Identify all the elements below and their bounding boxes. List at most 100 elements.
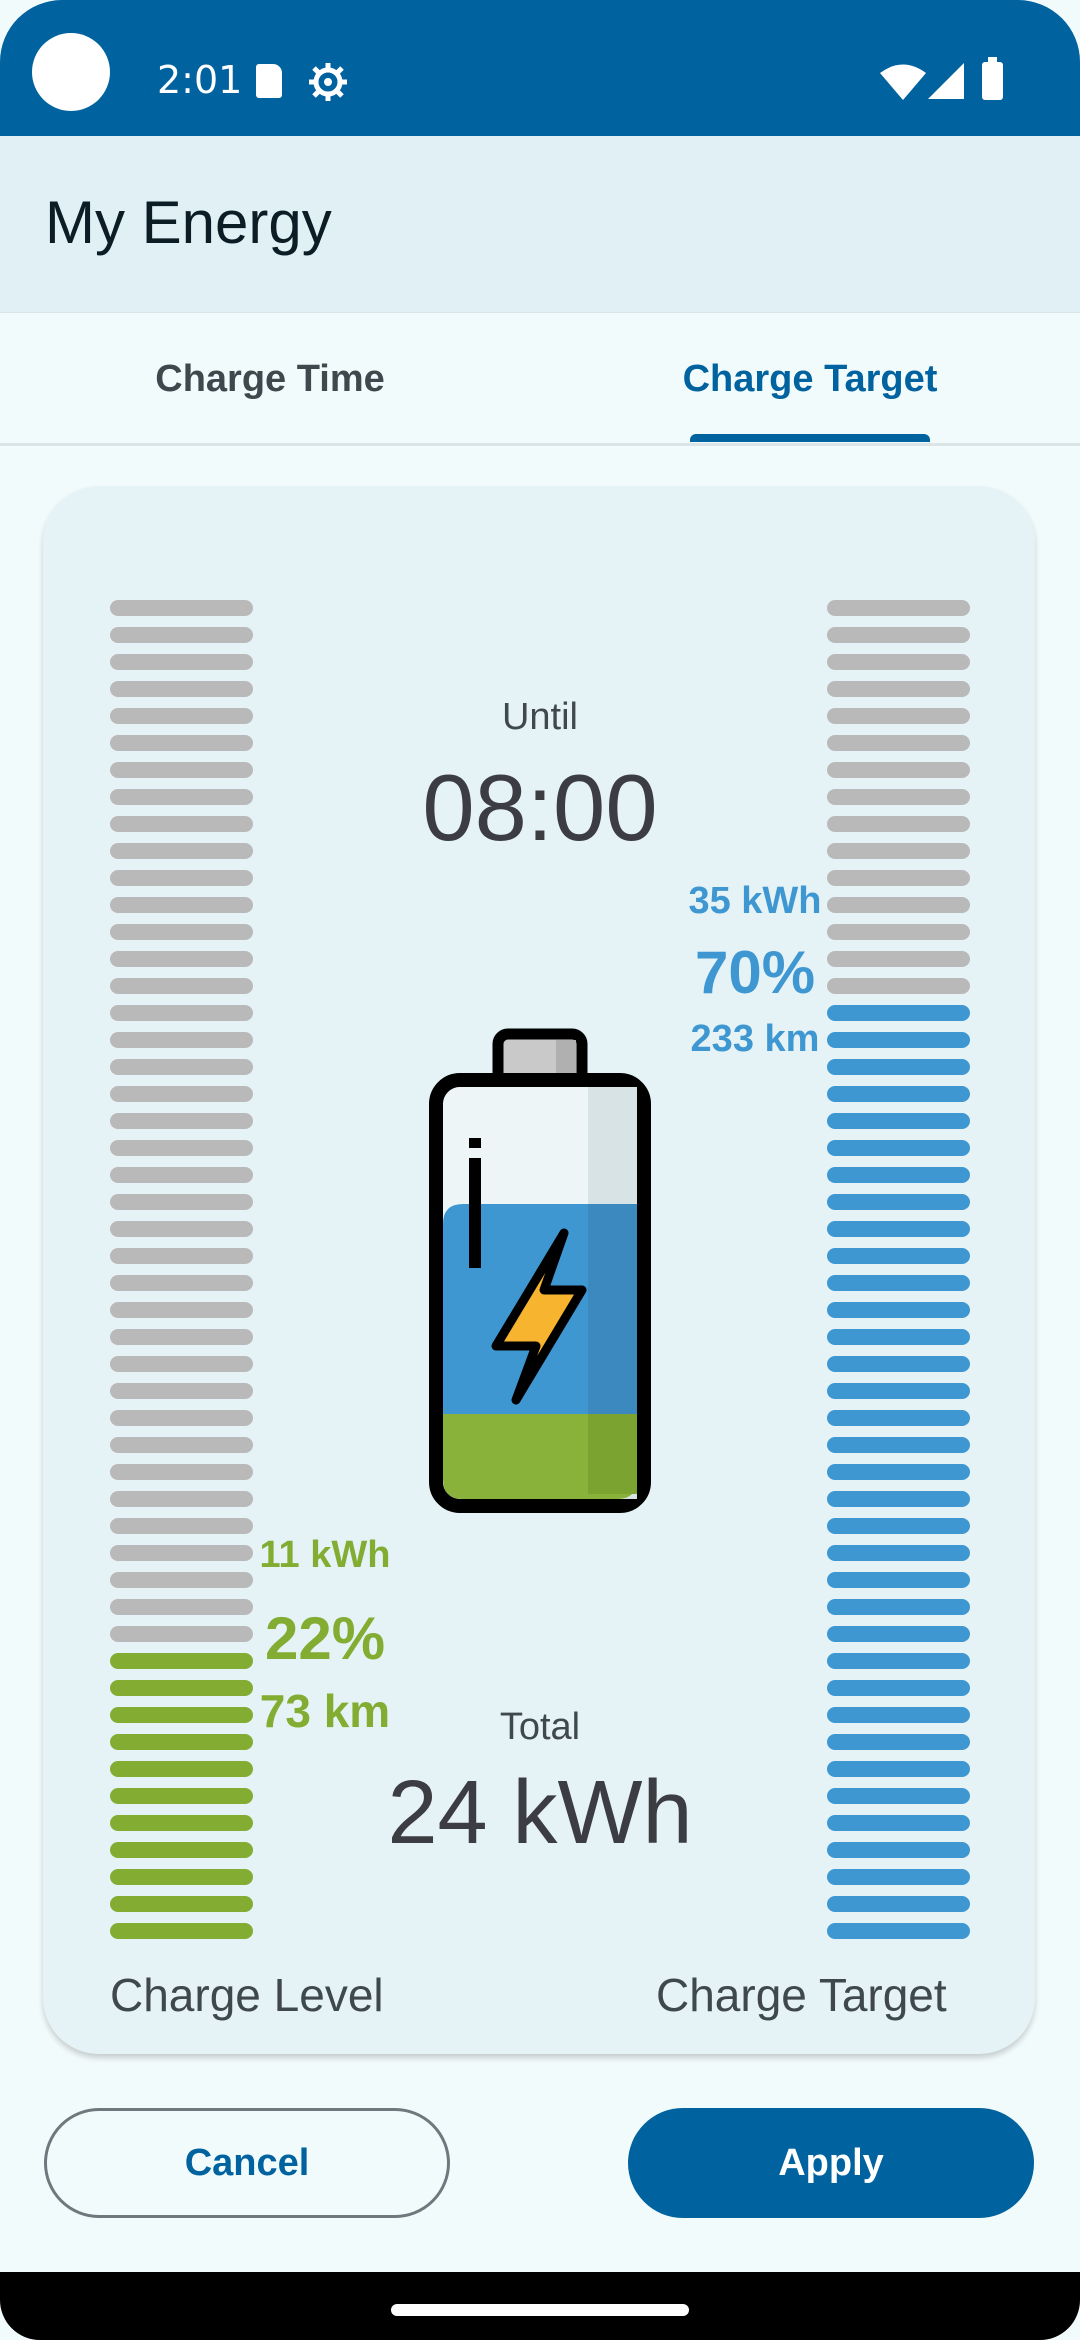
tab-charge-target[interactable]: Charge Target	[682, 358, 938, 400]
charge-target-segment	[827, 1410, 970, 1426]
charge-target-segment	[827, 1194, 970, 1210]
charge-level-segment	[110, 1842, 253, 1858]
charge-level-segment	[110, 1356, 253, 1372]
charge-target-segment	[827, 1896, 970, 1912]
charge-target-segment	[827, 1113, 970, 1129]
status-bar: 2:01	[0, 0, 1080, 136]
charge-target-segment	[827, 654, 970, 670]
charge-target-segment	[827, 1626, 970, 1642]
charge-level-segment	[110, 654, 253, 670]
charge-target-segment	[827, 1518, 970, 1534]
charge-target-segment	[827, 843, 970, 859]
tab-indicator	[690, 434, 930, 442]
charge-level-segment	[110, 1707, 253, 1723]
charge-target-segment	[827, 1005, 970, 1021]
charge-target-segment	[827, 1788, 970, 1804]
charge-target-segment	[827, 924, 970, 940]
charge-level-segment	[110, 1302, 253, 1318]
level-km: 73 km	[259, 1685, 391, 1737]
charge-level-segment	[110, 816, 253, 832]
charge-target-segment	[827, 1545, 970, 1561]
charge-target-segment	[827, 1221, 970, 1237]
charge-level-segment	[110, 1410, 253, 1426]
charge-level-label: Charge Level	[110, 1969, 384, 2021]
charge-target-segment	[827, 735, 970, 751]
home-handle[interactable]	[391, 2304, 689, 2316]
charge-target-segment	[827, 1842, 970, 1858]
charge-level-segment	[110, 1221, 253, 1237]
status-time: 2:01	[157, 58, 243, 102]
charge-level-segment	[110, 1383, 253, 1399]
charge-level-segment	[110, 1788, 253, 1804]
charge-level-segment	[110, 1167, 253, 1183]
charge-target-label: Charge Target	[656, 1969, 947, 2021]
charge-level-segment	[110, 1653, 253, 1669]
charge-level-segment	[110, 735, 253, 751]
charge-target-segment	[827, 1707, 970, 1723]
charge-level-segment	[110, 762, 253, 778]
charge-target-segment	[827, 951, 970, 967]
target-km: 233 km	[690, 1018, 820, 1060]
charge-level-segment	[110, 1437, 253, 1453]
charge-target-segment	[827, 816, 970, 832]
charge-target-segment	[827, 1329, 970, 1345]
total-value: 24 kWh	[387, 1763, 693, 1863]
charge-target-segment	[827, 1140, 970, 1156]
charge-level-segment	[110, 1113, 253, 1129]
charge-level-segment	[110, 1005, 253, 1021]
charge-level-segment	[110, 897, 253, 913]
charge-target-segment	[827, 1599, 970, 1615]
apply-button[interactable]: Apply	[628, 2108, 1034, 2218]
charge-level-segment	[110, 708, 253, 724]
charge-level-segment	[110, 1599, 253, 1615]
charge-target-segment	[827, 1923, 970, 1939]
charge-level-segment	[110, 1761, 253, 1777]
charge-level-segment	[110, 1032, 253, 1048]
tab-charge-time[interactable]: Charge Time	[155, 358, 385, 400]
charge-level-segment	[110, 1140, 253, 1156]
charge-level-segment	[110, 1734, 253, 1750]
cancel-button[interactable]: Cancel	[44, 2108, 450, 2218]
charge-level-segment	[110, 1626, 253, 1642]
charge-level-segment	[110, 1572, 253, 1588]
level-percent: 22%	[264, 1605, 386, 1672]
page-title: My Energy	[45, 189, 332, 256]
charge-target-segment	[827, 1491, 970, 1507]
charge-target-segment	[827, 1248, 970, 1264]
charge-level-segment	[110, 1329, 253, 1345]
charge-target-segment	[827, 1167, 970, 1183]
charge-level-segment	[110, 789, 253, 805]
charge-level-segment	[110, 1464, 253, 1480]
charge-target-segment	[827, 1356, 970, 1372]
charge-target-segment	[827, 789, 970, 805]
charge-target-segment	[827, 1059, 970, 1075]
charge-target-segment	[827, 1653, 970, 1669]
until-time: 08:00	[422, 755, 658, 860]
charge-target-segment	[827, 1437, 970, 1453]
charge-level-segment	[110, 1680, 253, 1696]
level-kwh: 11 kWh	[259, 1534, 391, 1576]
charge-level-segment	[110, 1815, 253, 1831]
charge-level-segment	[110, 1545, 253, 1561]
target-kwh: 35 kWh	[688, 880, 822, 922]
charge-level-segment	[110, 924, 253, 940]
camera-cutout-icon	[32, 33, 110, 111]
signal-icon	[928, 63, 964, 99]
charge-level-segment	[110, 1275, 253, 1291]
total-label: Total	[499, 1706, 581, 1748]
charge-target-segment	[827, 1275, 970, 1291]
charge-target-segment	[827, 1815, 970, 1831]
charge-target-segment	[827, 762, 970, 778]
charge-target-segment	[827, 627, 970, 643]
charge-level-segment	[110, 1869, 253, 1885]
charge-target-segment	[827, 1383, 970, 1399]
sd-card-icon	[256, 64, 282, 98]
gear-icon	[309, 63, 347, 101]
charge-level-segment	[110, 843, 253, 859]
charge-target-segment	[827, 1572, 970, 1588]
charge-target-segment	[827, 1680, 970, 1696]
charge-level-segment	[110, 627, 253, 643]
charge-level-segment	[110, 1194, 253, 1210]
charge-level-segment	[110, 951, 253, 967]
charge-target-segment	[827, 1086, 970, 1102]
